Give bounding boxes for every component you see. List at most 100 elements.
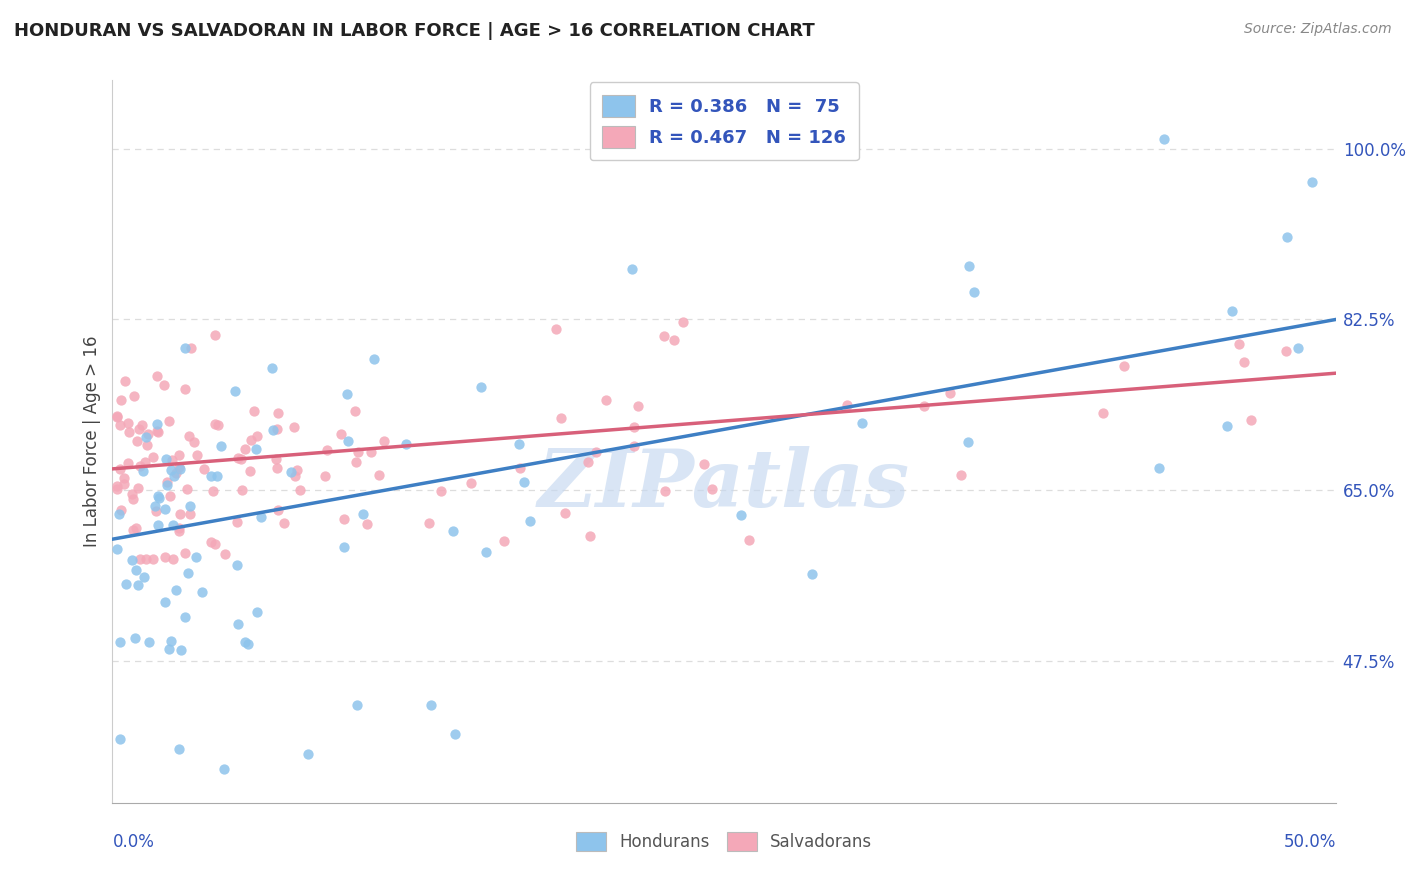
Point: [108, 462, 131, 476]
Point: [226, 515, 249, 529]
Point: [110, 635, 132, 649]
Point: [129, 551, 152, 566]
Point: [693, 457, 716, 471]
Point: [105, 410, 128, 425]
Point: [579, 529, 602, 543]
Point: [851, 416, 873, 430]
Point: [239, 464, 262, 478]
Point: [160, 463, 183, 477]
Point: [346, 698, 368, 713]
Point: [118, 425, 141, 439]
Point: [1091, 406, 1114, 420]
Point: [316, 443, 339, 458]
Point: [226, 616, 249, 631]
Point: [329, 427, 352, 442]
Point: [148, 491, 170, 505]
Point: [124, 631, 146, 645]
Point: [356, 516, 378, 531]
Point: [285, 463, 308, 477]
Point: [343, 404, 366, 418]
Point: [231, 483, 253, 497]
Point: [127, 481, 149, 495]
Point: [186, 448, 208, 462]
Point: [179, 500, 201, 514]
Point: [125, 563, 148, 577]
Point: [509, 461, 531, 475]
Point: [347, 444, 370, 458]
Point: [280, 465, 302, 479]
Point: [231, 452, 253, 467]
Point: [1229, 336, 1251, 351]
Point: [167, 524, 190, 538]
Point: [246, 605, 269, 619]
Point: [226, 451, 249, 466]
Point: [124, 389, 146, 403]
Point: [214, 547, 236, 561]
Point: [152, 377, 174, 392]
Point: [623, 420, 645, 434]
Point: [204, 537, 226, 551]
Point: [262, 423, 284, 437]
Point: [314, 469, 336, 483]
Point: [1275, 229, 1298, 244]
Point: [956, 435, 979, 450]
Point: [333, 511, 356, 525]
Point: [169, 507, 191, 521]
Point: [546, 321, 568, 335]
Point: [519, 514, 541, 528]
Point: [156, 478, 179, 492]
Point: [153, 502, 176, 516]
Point: [738, 533, 761, 547]
Point: [623, 439, 645, 453]
Point: [162, 551, 184, 566]
Point: [184, 549, 207, 564]
Point: [127, 578, 149, 592]
Point: [297, 747, 319, 761]
Point: [344, 455, 367, 469]
Point: [200, 469, 222, 483]
Point: [1240, 413, 1263, 427]
Point: [585, 445, 607, 459]
Point: [165, 466, 187, 480]
Point: [121, 487, 143, 501]
Point: [283, 420, 305, 434]
Point: [207, 468, 229, 483]
Point: [167, 521, 190, 535]
Point: [664, 334, 686, 348]
Text: 0.0%: 0.0%: [112, 833, 155, 851]
Point: [200, 534, 222, 549]
Point: [163, 468, 186, 483]
Point: [209, 439, 232, 453]
Point: [963, 285, 986, 300]
Point: [363, 351, 385, 366]
Point: [145, 424, 167, 438]
Point: [112, 471, 135, 485]
Point: [201, 484, 224, 499]
Point: [336, 386, 359, 401]
Point: [1216, 418, 1239, 433]
Point: [837, 398, 859, 412]
Point: [273, 516, 295, 530]
Point: [239, 433, 262, 447]
Point: [246, 429, 269, 443]
Point: [418, 516, 440, 530]
Point: [167, 742, 190, 756]
Point: [238, 636, 260, 650]
Point: [183, 434, 205, 449]
Point: [132, 464, 155, 478]
Point: [143, 499, 166, 513]
Point: [243, 403, 266, 417]
Point: [121, 524, 143, 538]
Text: 50.0%: 50.0%: [1284, 833, 1336, 851]
Point: [159, 489, 181, 503]
Point: [800, 566, 823, 581]
Point: [146, 518, 169, 533]
Point: [627, 399, 650, 413]
Point: [155, 475, 177, 489]
Point: [135, 429, 157, 443]
Point: [912, 399, 935, 413]
Point: [165, 582, 187, 597]
Point: [105, 542, 128, 557]
Point: [160, 634, 183, 648]
Point: [167, 459, 190, 474]
